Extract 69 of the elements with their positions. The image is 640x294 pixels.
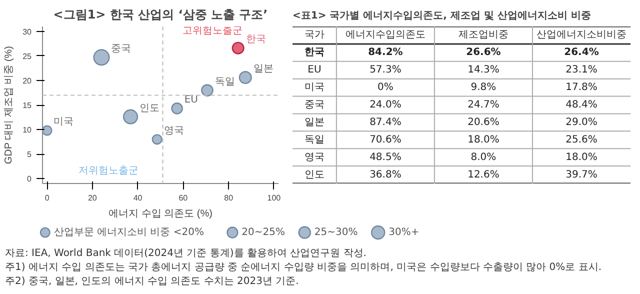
category-label: 제조업비중 [458,30,508,41]
text: 70.6% [370,134,402,146]
series-label: 일본 [253,64,274,75]
category-label: 한국 [304,47,324,58]
text: 25.6% [566,134,598,146]
text: 48.5% [370,152,402,163]
x-tick-label: 0 [44,194,50,202]
text: 17.8% [566,82,598,94]
text: 36.8% [370,169,402,180]
text: 8.0% [470,152,496,163]
chart-title: <그림1> 한국 산업의 ‘삼중 노출 구조’ [53,8,268,22]
series-label: 독일 [214,76,235,88]
x-tick-label: 100 [267,194,282,202]
text: 84.2% [368,47,403,58]
text: 18.0% [468,134,500,146]
category-label: 산업에너지소비비중 [536,30,626,41]
y-tick-label: 30 [22,27,32,36]
category-label: 일본 [304,116,324,128]
legend-label: 20~25% [242,227,286,238]
y-tick-label: 10 [22,126,32,135]
y-tick-label: 5 [27,150,32,160]
text: 48.4% [566,100,598,110]
y-tick-label: 25 [22,52,32,61]
series-label: EU [184,94,198,106]
text: 14.3% [468,64,500,76]
text: 23.1% [566,64,598,76]
category-label: 영국 [304,152,324,163]
text: 자료: IEA, World Bank 데이터(2024년 기준 통계)를 활용하여 산업연구원 작성. [5,248,366,259]
text: <표1> 국가별 에너지수입의존도, 제조업 및 산업에너지소비 비중 [292,10,591,22]
legend-label: 25~30% [314,227,358,238]
series-label: 한국 [246,34,266,46]
y-tick-label: 20 [22,76,32,86]
category-label: 인도 [304,169,324,180]
text: 20.6% [468,116,500,128]
legend-label: 30%+ [388,227,420,238]
series-label: 인도 [139,102,160,114]
text: 29.0% [566,116,598,128]
text: 26.4% [564,47,599,58]
text: 39.7% [566,169,598,180]
category-label: 국가 [304,30,324,41]
text: 12.6% [468,169,500,180]
text: 주2) 중국, 일본, 인도의 에너지 수입 의존도 수치는 2023년 기준. [5,276,299,287]
y-tick-label: 0 [27,174,32,184]
series-label: 미국 [54,116,74,128]
text: 9.8% [470,82,496,94]
category-label: 미국 [304,82,324,94]
y-axis-title: GDP 대비 제조업 비중 (%) [4,46,15,164]
x-tick-label: 40 [133,194,143,202]
category-label: EU [308,64,322,76]
x-tick-label: 80 [224,194,234,202]
text: 24.7% [468,100,500,110]
x-tick-label: 60 [178,194,188,202]
category-label: 에너지수입의존도 [345,30,426,41]
text: 18.0% [566,152,598,163]
x-axis-title: 에너지 수입 의존도 (%) [108,208,212,220]
series-label: 중국 [111,43,132,54]
text: 87.4% [370,116,402,128]
text: 0% [378,82,394,94]
series-label: 영국 [164,125,184,136]
x-tick-label: 20 [88,194,98,202]
text: 24.0% [370,100,402,110]
category-label: 독일 [304,134,324,146]
annotation: 저위험노출군 [78,165,139,176]
category-label: 중국 [304,100,324,110]
y-tick-label: 15 [22,101,32,110]
text: 26.6% [466,47,501,58]
legend-label: 산업부문 에너지소비 비중 <20% [54,227,204,238]
text: 57.3% [370,64,402,76]
text: 주1) 에너지 수입 의존도는 국가 총에너지 공급량 중 순에너지 수입량 비중을 의미하며, 미국은 수입량보다 수출량이 많아 0%로 표시. [5,262,602,273]
